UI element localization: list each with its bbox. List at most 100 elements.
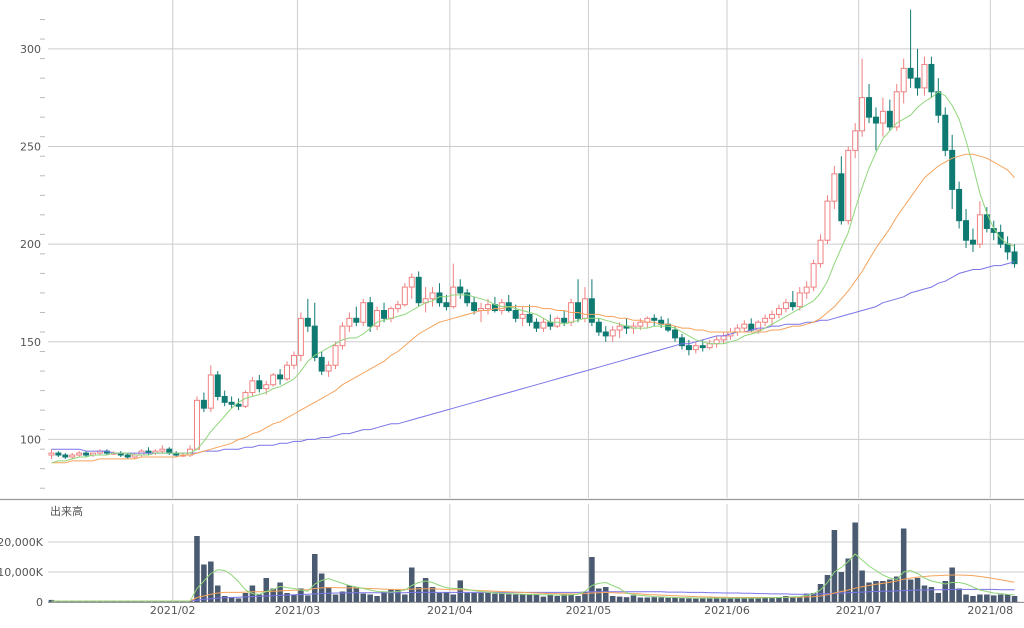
candlestick: [221, 390, 228, 407]
candle-body-up: [713, 339, 720, 345]
candle-body-up: [325, 364, 332, 372]
candlestick: [838, 156, 845, 225]
volume-bar: [305, 595, 311, 602]
candle-body-down: [200, 399, 207, 409]
candle-body-up: [852, 130, 859, 151]
candlestick: [422, 287, 429, 313]
candlestick: [124, 453, 131, 459]
price-tick-label: 150: [20, 336, 41, 349]
candlestick: [512, 304, 519, 323]
candlestick: [450, 263, 457, 309]
candle-body-down: [595, 321, 602, 333]
candlestick: [734, 324, 741, 336]
volume-bar: [478, 593, 484, 602]
candle-body-up: [879, 110, 886, 124]
volume-bar: [374, 596, 380, 602]
volume-bar: [575, 596, 581, 602]
candlestick: [318, 351, 325, 375]
volume-bar: [325, 587, 332, 602]
candle-body-up: [734, 327, 741, 333]
candle-body-up: [900, 67, 907, 93]
candlestick: [956, 181, 963, 229]
volume-bar: [443, 592, 450, 602]
volume-bar: [540, 596, 547, 602]
volume-bar: [796, 596, 803, 602]
candle-body-down: [367, 302, 374, 327]
candle-body-up: [394, 304, 401, 310]
candle-body-up: [796, 292, 803, 308]
candle-body-down: [221, 395, 228, 403]
volume-bar: [256, 594, 263, 602]
candlestick: [616, 322, 623, 338]
volume-bar: [346, 585, 353, 602]
candlestick: [408, 273, 415, 299]
candlestick: [872, 107, 879, 151]
volume-bar: [242, 593, 249, 602]
candlestick: [166, 447, 173, 456]
volume-bar: [561, 594, 567, 602]
candlestick: [207, 365, 214, 413]
candlestick: [235, 398, 242, 411]
candle-body-down: [304, 317, 311, 327]
candlestick: [976, 201, 983, 249]
candle-body-down: [277, 374, 284, 380]
candlestick: [595, 318, 602, 336]
candlestick: [561, 310, 568, 327]
candlestick: [505, 294, 512, 313]
candlestick: [145, 447, 152, 456]
candle-body-down: [866, 97, 873, 118]
candle-body-down: [256, 380, 263, 390]
volume-bar: [935, 593, 942, 602]
x-tick-label: 2021/04: [427, 604, 473, 617]
volume-bar: [48, 599, 55, 602]
candlestick: [817, 234, 824, 268]
volume-bar: [311, 554, 318, 602]
candlestick: [713, 335, 720, 348]
candlestick: [879, 97, 886, 137]
candle-body-up: [270, 374, 277, 386]
volume-bar: [769, 597, 775, 602]
volume-bar: [997, 594, 1004, 602]
volume-ma-mid-line: [51, 574, 1015, 602]
candle-body-down: [949, 149, 956, 190]
candle-body-down: [228, 401, 235, 405]
candlestick: [692, 341, 699, 354]
candle-body-down: [963, 220, 970, 241]
volume-bar: [803, 593, 810, 602]
candle-body-down: [651, 317, 658, 321]
volume-bar: [429, 587, 436, 602]
candlestick: [540, 318, 547, 332]
candlestick: [852, 123, 859, 159]
candle-body-down: [512, 310, 519, 319]
candle-body-down: [685, 345, 692, 351]
candlestick: [277, 369, 284, 385]
candle-body-up: [401, 286, 408, 306]
volume-bar: [630, 595, 637, 602]
candle-body-up: [249, 380, 256, 394]
candle-body-up: [193, 399, 200, 450]
candlestick: [159, 445, 166, 454]
candlestick: [339, 322, 346, 350]
volume-bar: [492, 593, 498, 602]
candlestick: [900, 58, 907, 104]
volume-bar: [602, 587, 609, 602]
volume-bar: [415, 587, 422, 602]
volume-tick-label: 10,000K: [0, 566, 44, 579]
candlestick: [609, 326, 616, 342]
volume-bar: [208, 561, 214, 602]
candle-body-down: [789, 302, 796, 308]
x-tick-label: 2021/03: [275, 604, 321, 617]
candlestick: [831, 166, 838, 209]
candlestick: [949, 134, 956, 209]
candlestick: [775, 304, 782, 319]
candlestick: [907, 9, 914, 88]
candlestick: [48, 449, 55, 459]
candle-body-up: [346, 317, 353, 327]
candlestick: [824, 195, 831, 245]
candlestick: [325, 361, 332, 377]
volume-bar: [810, 593, 817, 602]
candlestick: [769, 310, 776, 327]
volume-bar: [464, 593, 470, 602]
ma-short-line: [51, 91, 1015, 464]
volume-bar: [554, 596, 561, 602]
